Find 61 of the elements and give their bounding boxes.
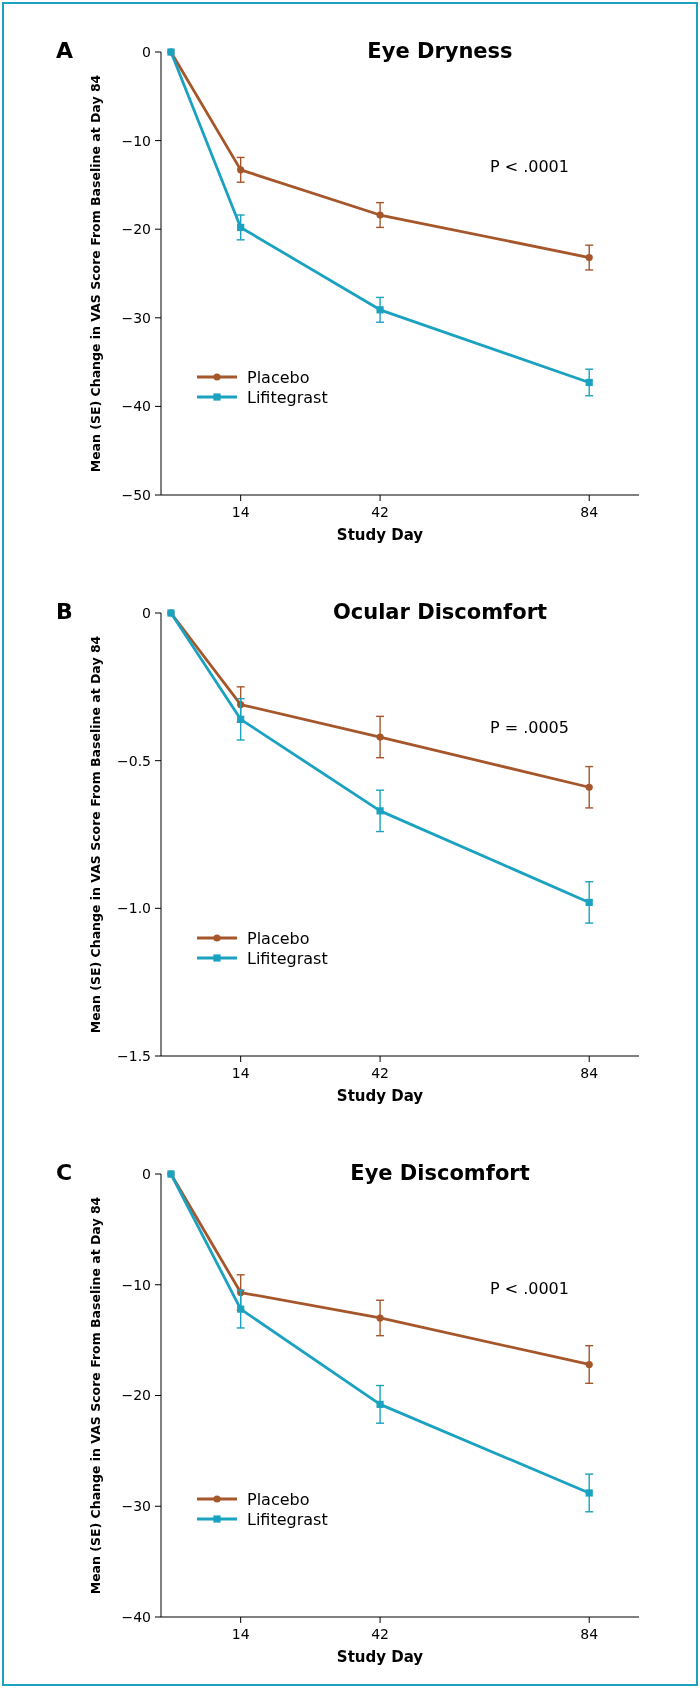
point [237,1305,245,1313]
text: A [56,38,74,63]
x-tick-label: 42 [371,504,389,520]
chart-title: Ocular Discomfort [332,600,548,624]
y-tick-label: −0.5 [117,752,151,769]
x-tick-label: 14 [231,1626,250,1642]
point [585,898,593,907]
x-tick-label: 84 [580,1626,599,1642]
annotation: P < .0001 [489,157,569,176]
annotation: P < .0001 [489,1279,569,1298]
legend-label: Lifitegrast [247,1509,328,1529]
text: C [56,1160,73,1185]
point [585,253,593,262]
x-tick-label: 42 [371,1065,389,1081]
y-tick-label: −10 [121,132,151,149]
x-tick-label: 14 [231,504,250,520]
y-axis-title: Mean (SE) Change in VAS Score From Baseline at Day 84 [88,635,103,1034]
y-tick-label: −30 [121,1498,151,1515]
text: B [56,599,73,624]
point [585,1489,593,1497]
y-tick-label: −40 [121,1608,151,1625]
legend-label: Lifitegrast [247,948,328,968]
chart-title: Eye Discomfort [350,1161,530,1185]
legend-label: Lifitegrast [247,387,328,407]
point [585,378,593,387]
point [237,166,245,174]
legend-label: Placebo [247,367,310,387]
chart-title: Eye Dryness [367,39,513,63]
y-tick-label: −20 [121,1387,151,1404]
legend-label: Placebo [247,1489,310,1509]
y-axis-title: Mean (SE) Change in VAS Score From Baseline at Day 84 [88,74,103,473]
x-axis-title: Study Day [336,1648,424,1666]
x-tick-label: 42 [371,1626,389,1642]
point [376,1314,384,1322]
point [376,211,384,219]
x-tick-label: 14 [231,1065,250,1081]
legend-label: Placebo [247,928,310,948]
y-tick-label: −20 [121,221,151,238]
x-axis-title: Study Day [336,526,424,544]
y-tick-label: −30 [121,309,151,326]
y-tick-label: −1.0 [117,900,151,917]
y-tick-label: 0 [142,43,151,60]
point [376,807,384,815]
y-tick-label: −40 [121,398,151,415]
point [585,1360,593,1369]
x-axis-title: Study Day [336,1087,424,1105]
x-tick-label: 84 [580,504,599,520]
point [585,783,593,791]
y-tick-label: −10 [121,1276,151,1293]
y-tick-label: 0 [142,604,151,621]
annotation: P = .0005 [489,718,569,737]
x-tick-label: 84 [580,1065,599,1081]
point [237,715,245,723]
point [237,223,245,232]
point [376,733,384,741]
y-tick-label: −50 [121,486,151,503]
y-tick-label: 0 [142,1165,151,1182]
y-axis-title: Mean (SE) Change in VAS Score From Baseline at Day 84 [88,1196,103,1595]
point [376,306,384,314]
y-tick-label: −1.5 [117,1047,151,1064]
point [376,1400,384,1408]
